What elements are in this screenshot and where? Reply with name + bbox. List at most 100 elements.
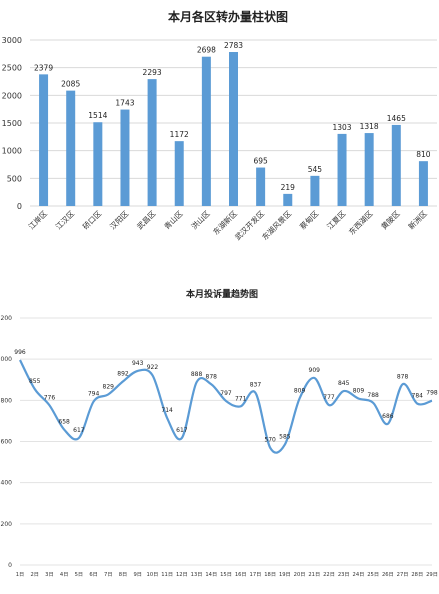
bar — [120, 109, 130, 206]
line-x-label: 24日 — [353, 571, 365, 578]
line-x-label: 12日 — [176, 571, 188, 578]
bar-chart: 本月各区转办量柱状图 0 500 1000 1500 2000 2500 3000 2379… — [2, 9, 437, 242]
line-x-label: 15日 — [220, 571, 232, 578]
line-x-label: 1日 — [16, 571, 25, 578]
line-data-label: 686 — [382, 413, 394, 420]
bar-ytick-label: 3000 — [2, 36, 22, 45]
bar-ytick-label: 1000 — [2, 147, 22, 156]
line-x-label: 8日 — [119, 571, 128, 578]
bar-data-label: 1514 — [88, 111, 107, 120]
line-data-label: 845 — [338, 380, 350, 387]
bar-data-label: 219 — [281, 183, 296, 192]
line-data-label: 797 — [220, 390, 232, 397]
line-x-label: 7日 — [104, 571, 113, 578]
line-ytick-label: 1000 — [0, 356, 12, 363]
bar — [201, 56, 211, 207]
line-x-label: 9日 — [133, 571, 142, 578]
line-ytick-label: 1200 — [0, 315, 12, 322]
bar-data-label: 545 — [308, 165, 323, 174]
line-x-label: 27日 — [397, 571, 409, 578]
line-data-label: 784 — [412, 393, 424, 400]
line-x-label: 26日 — [382, 571, 394, 578]
line-chart-title: 本月投诉量趋势图 — [186, 288, 258, 300]
line-data-label: 714 — [161, 407, 173, 414]
line-data-label: 892 — [117, 370, 129, 377]
line-x-label: 4日 — [60, 571, 69, 578]
line-data-label: 909 — [309, 367, 321, 374]
line-data-label: 794 — [88, 391, 100, 398]
line-x-label: 28日 — [411, 571, 423, 578]
line-x-label: 16日 — [235, 571, 247, 578]
line-data-label: 878 — [206, 373, 218, 380]
bar-data-label: 2698 — [197, 46, 216, 55]
line-data-label: 809 — [294, 387, 306, 394]
line-ytick-label: 600 — [1, 439, 13, 446]
line-x-label: 22日 — [323, 571, 335, 578]
bar-ytick-label: 2000 — [2, 91, 22, 100]
line-x-label: 23日 — [338, 571, 350, 578]
line-data-label: 798 — [426, 390, 438, 397]
bar — [66, 90, 76, 206]
bar — [256, 167, 266, 206]
bar — [391, 124, 401, 206]
bar — [174, 141, 184, 206]
line-x-label: 18日 — [264, 571, 276, 578]
bar-data-label: 2293 — [143, 68, 162, 77]
line-data-label: 878 — [397, 373, 409, 380]
bar-data-label: 1465 — [387, 114, 406, 123]
line-x-label: 11日 — [161, 571, 173, 578]
bar-data-label: 2783 — [224, 41, 243, 50]
bar-data-label: 1318 — [360, 122, 379, 131]
line-data-label: 617 — [176, 427, 188, 434]
line-x-label: 10日 — [147, 571, 159, 578]
line-x-label: 29日 — [426, 571, 438, 578]
line-data-label: 788 — [367, 392, 379, 399]
bar-data-label: 810 — [416, 150, 431, 159]
bar — [310, 175, 320, 206]
line-ytick-label: 0 — [8, 562, 12, 569]
bar-data-label: 695 — [253, 157, 268, 166]
bar — [147, 79, 157, 206]
line-x-label: 20日 — [294, 571, 306, 578]
bar — [229, 52, 238, 207]
bar-data-label: 2085 — [61, 80, 80, 89]
line-data-label: 943 — [132, 360, 144, 367]
bar-ytick-label: 1500 — [2, 119, 22, 128]
line-data-label: 771 — [235, 395, 247, 402]
line-data-label: 837 — [250, 382, 262, 389]
line-data-label: 809 — [353, 387, 365, 394]
line-data-label: 996 — [14, 349, 26, 356]
line-ytick-label: 800 — [1, 397, 13, 404]
line-x-label: 14日 — [205, 571, 217, 578]
line-series — [19, 359, 433, 454]
line-data-label: 922 — [147, 364, 159, 371]
line-x-label: 3日 — [45, 571, 54, 578]
bar-chart-title: 本月各区转办量柱状图 — [168, 9, 288, 24]
line-x-label: 2日 — [30, 571, 39, 578]
line-data-label: 617 — [73, 427, 85, 434]
bar — [364, 133, 374, 206]
bar — [418, 161, 428, 206]
line-x-label: 6日 — [89, 571, 98, 578]
bar — [337, 133, 347, 206]
line-x-label: 13日 — [191, 571, 203, 578]
line-data-label: 776 — [44, 394, 56, 401]
line-data-label: 658 — [58, 419, 70, 426]
line-data-label: 585 — [279, 434, 291, 441]
line-ytick-label: 200 — [1, 521, 13, 528]
bar — [39, 74, 49, 206]
line-x-label: 25日 — [367, 571, 379, 578]
bar-data-label: 1172 — [170, 130, 189, 139]
bar-data-label: 1303 — [332, 123, 351, 132]
line-data-label: 855 — [29, 378, 41, 385]
bar — [283, 193, 293, 206]
bar — [93, 122, 103, 206]
line-x-label: 21日 — [308, 571, 320, 578]
line-x-label: 17日 — [250, 571, 262, 578]
bar-ytick-label: 2500 — [2, 64, 22, 73]
bar-data-label: 2379 — [34, 63, 53, 72]
line-data-label: 829 — [103, 383, 115, 390]
bar-ytick-label: 0 — [17, 202, 22, 211]
